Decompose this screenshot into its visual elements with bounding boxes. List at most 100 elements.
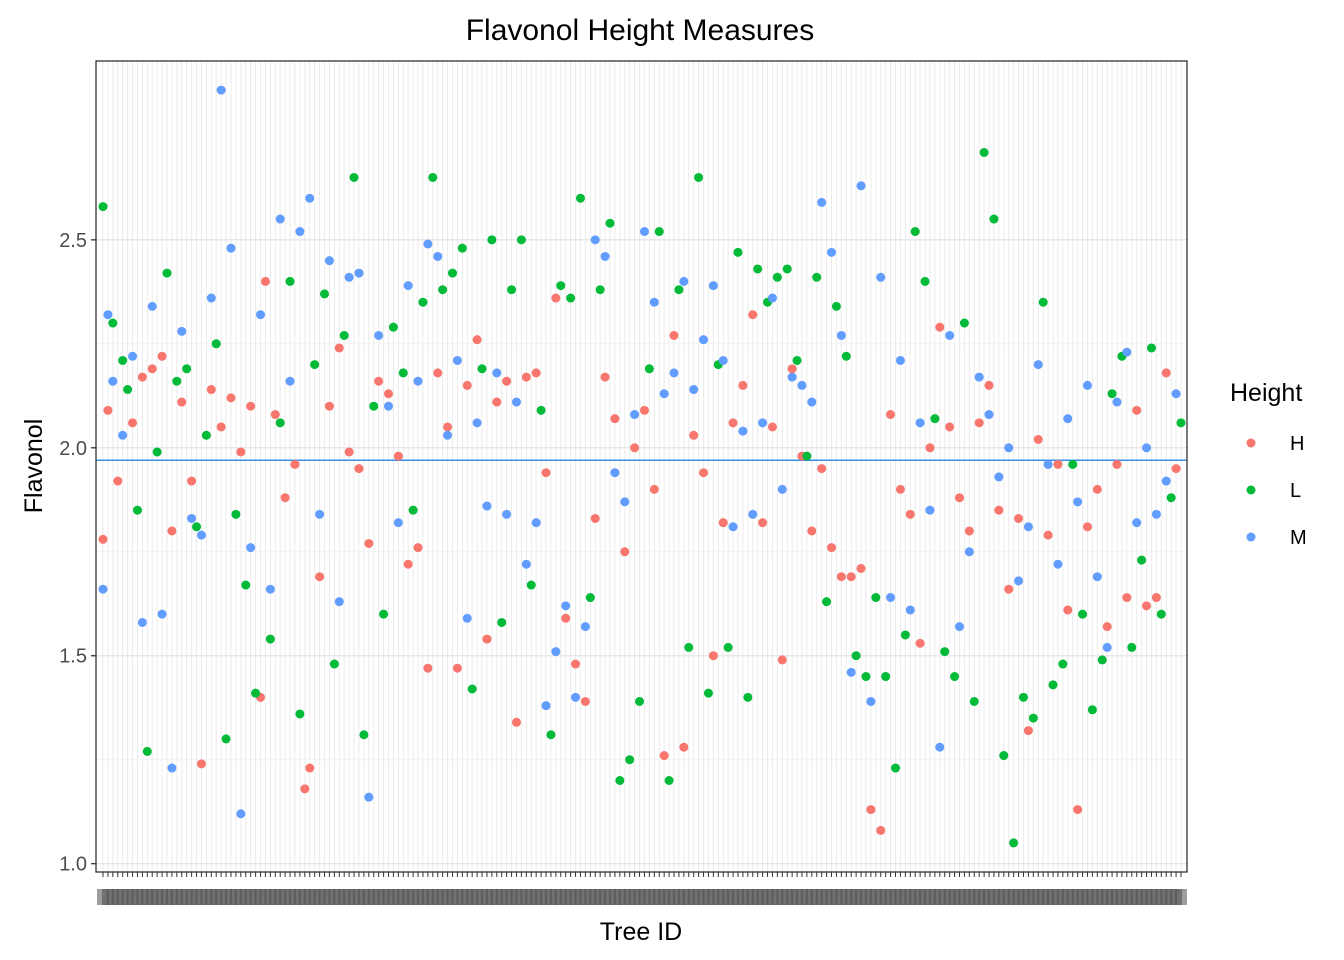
data-point bbox=[1053, 459, 1063, 469]
data-point bbox=[374, 376, 384, 386]
data-point bbox=[994, 505, 1004, 515]
data-point bbox=[635, 696, 645, 706]
data-point bbox=[1092, 572, 1102, 582]
data-point bbox=[403, 559, 413, 569]
data-point bbox=[718, 518, 728, 528]
data-point bbox=[733, 247, 743, 257]
data-point bbox=[511, 397, 521, 407]
data-point bbox=[418, 297, 428, 307]
data-point bbox=[797, 380, 807, 390]
data-point bbox=[1004, 443, 1014, 453]
data-point bbox=[137, 617, 147, 627]
data-point bbox=[398, 368, 408, 378]
data-point bbox=[502, 509, 512, 519]
plot-border bbox=[95, 60, 1188, 873]
data-point bbox=[354, 464, 364, 474]
data-point bbox=[950, 672, 960, 682]
data-point bbox=[610, 414, 620, 424]
data-point bbox=[260, 276, 270, 286]
data-point bbox=[295, 709, 305, 719]
data-point bbox=[959, 318, 969, 328]
data-point bbox=[1122, 347, 1132, 357]
data-point bbox=[1058, 659, 1068, 669]
y-tick-label: 1.5 bbox=[59, 646, 87, 668]
data-point bbox=[157, 609, 167, 619]
data-point bbox=[708, 281, 718, 291]
data-point bbox=[895, 355, 905, 365]
data-point bbox=[782, 264, 792, 274]
data-point bbox=[477, 364, 487, 374]
data-point bbox=[600, 372, 610, 382]
data-point bbox=[861, 672, 871, 682]
data-point bbox=[196, 759, 206, 769]
data-point bbox=[251, 688, 261, 698]
data-point bbox=[98, 534, 108, 544]
data-point bbox=[575, 193, 585, 203]
data-point bbox=[1048, 680, 1058, 690]
data-point bbox=[1102, 622, 1112, 632]
data-point bbox=[462, 613, 472, 623]
data-point bbox=[856, 181, 866, 191]
data-point bbox=[807, 397, 817, 407]
data-point bbox=[349, 172, 359, 182]
data-point bbox=[817, 464, 827, 474]
legend-key-H bbox=[1246, 438, 1256, 448]
data-point bbox=[123, 385, 133, 395]
data-point bbox=[162, 268, 172, 278]
data-point bbox=[807, 526, 817, 536]
data-point bbox=[1127, 642, 1137, 652]
data-point bbox=[443, 430, 453, 440]
data-point bbox=[128, 351, 138, 361]
data-point bbox=[753, 264, 763, 274]
data-point bbox=[556, 281, 566, 291]
data-point bbox=[113, 476, 123, 486]
legend-label-H: H bbox=[1290, 433, 1304, 455]
data-point bbox=[767, 422, 777, 432]
x-tick-label bbox=[1175, 889, 1187, 905]
data-point bbox=[551, 293, 561, 303]
data-point bbox=[728, 418, 738, 428]
y-axis: 1.0 1.5 2.0 2.5 bbox=[59, 230, 96, 876]
data-point bbox=[684, 642, 694, 652]
data-point bbox=[659, 389, 669, 399]
data-point bbox=[851, 651, 861, 661]
data-point bbox=[507, 285, 517, 295]
data-point bbox=[187, 513, 197, 523]
data-point bbox=[945, 422, 955, 432]
data-point bbox=[866, 805, 876, 815]
data-point bbox=[452, 663, 462, 673]
data-point bbox=[236, 447, 246, 457]
data-point bbox=[196, 530, 206, 540]
data-point bbox=[605, 218, 615, 228]
data-point bbox=[541, 701, 551, 711]
data-point bbox=[531, 518, 541, 528]
data-point bbox=[236, 809, 246, 819]
data-point bbox=[1038, 297, 1048, 307]
data-point bbox=[738, 426, 748, 436]
data-point bbox=[964, 526, 974, 536]
data-point bbox=[472, 418, 482, 428]
data-point bbox=[526, 580, 536, 590]
data-point bbox=[270, 410, 280, 420]
data-point bbox=[187, 476, 197, 486]
data-point bbox=[1156, 609, 1166, 619]
data-point bbox=[1132, 518, 1142, 528]
data-point bbox=[630, 410, 640, 420]
data-point bbox=[871, 593, 881, 603]
data-point bbox=[738, 380, 748, 390]
data-point bbox=[846, 667, 856, 677]
data-point bbox=[935, 322, 945, 332]
data-point bbox=[334, 597, 344, 607]
data-point bbox=[344, 272, 354, 282]
data-point bbox=[787, 372, 797, 382]
legend-label-M: M bbox=[1290, 527, 1307, 549]
data-point bbox=[935, 742, 945, 752]
data-point bbox=[836, 572, 846, 582]
data-point bbox=[964, 547, 974, 557]
data-point bbox=[758, 418, 768, 428]
data-point bbox=[620, 547, 630, 557]
data-point bbox=[290, 459, 300, 469]
data-point bbox=[571, 692, 581, 702]
data-point bbox=[393, 518, 403, 528]
data-point bbox=[157, 351, 167, 361]
